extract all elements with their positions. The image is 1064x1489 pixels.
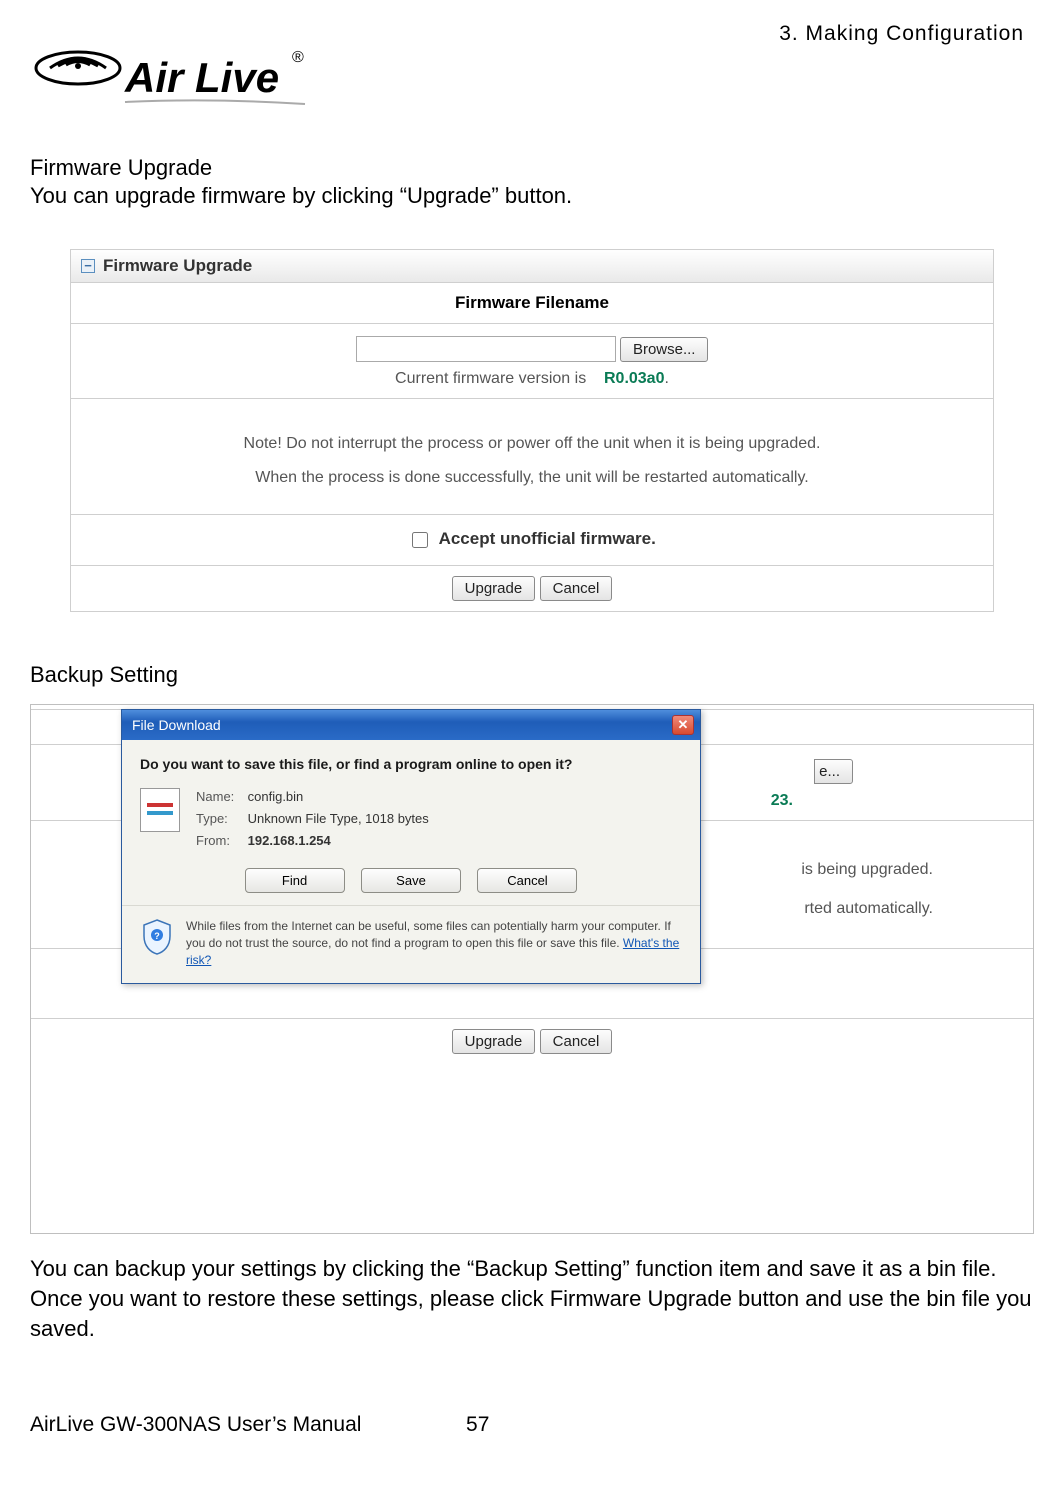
name-value: config.bin — [248, 789, 304, 804]
version-suffix: . — [664, 370, 668, 387]
upgrade-button[interactable]: Upgrade — [452, 576, 536, 601]
footer-page-number: 57 — [466, 1413, 489, 1437]
dialog-file-meta: Name: config.bin Type: Unknown File Type… — [196, 786, 429, 852]
svg-text:?: ? — [154, 931, 160, 941]
version-value: R0.03a0 — [604, 370, 665, 387]
file-download-dialog: File Download ✕ Do you want to save this… — [121, 709, 701, 984]
dialog-warning-text: While files from the Internet can be use… — [186, 918, 682, 968]
svg-text:Air Live: Air Live — [124, 54, 279, 101]
filename-header: Firmware Filename — [71, 283, 993, 324]
warning-body: While files from the Internet can be use… — [186, 919, 671, 950]
browse-button[interactable]: Browse... — [620, 337, 709, 362]
from-value: 192.168.1.254 — [248, 833, 331, 848]
note-line-2: When the process is done successfully, t… — [111, 461, 953, 495]
from-label: From: — [196, 830, 244, 852]
name-label: Name: — [196, 786, 244, 808]
dialog-title: File Download — [132, 717, 221, 733]
save-button[interactable]: Save — [361, 868, 461, 893]
type-label: Type: — [196, 808, 244, 830]
version-prefix: Current firmware version is — [395, 370, 586, 387]
section-title-firmware: Firmware Upgrade — [30, 155, 1034, 181]
collapse-icon[interactable]: − — [81, 259, 95, 273]
section-desc-firmware: You can upgrade firmware by clicking “Up… — [30, 183, 1034, 209]
firmware-notes: Note! Do not interrupt the process or po… — [71, 399, 993, 515]
footer-manual-name: AirLive GW-300NAS User’s Manual — [30, 1413, 361, 1437]
close-icon[interactable]: ✕ — [672, 715, 694, 735]
accept-unofficial-label: Accept unofficial firmware. — [439, 529, 656, 548]
bg-browse-fragment: e... — [814, 759, 853, 784]
shield-icon: ? — [140, 918, 174, 956]
chapter-heading: 3. Making Configuration — [779, 22, 1024, 46]
dialog-titlebar: File Download ✕ — [122, 710, 700, 740]
type-value: Unknown File Type, 1018 bytes — [248, 811, 429, 826]
find-button[interactable]: Find — [245, 868, 345, 893]
bg-cancel-button[interactable]: Cancel — [540, 1029, 613, 1054]
cancel-button[interactable]: Cancel — [540, 576, 613, 601]
panel-titlebar: − Firmware Upgrade — [71, 250, 993, 283]
note-line-1: Note! Do not interrupt the process or po… — [111, 427, 953, 461]
panel-title-text: Firmware Upgrade — [103, 256, 252, 276]
firmware-panel: − Firmware Upgrade Firmware Filename Bro… — [70, 249, 994, 612]
dialog-cancel-button[interactable]: Cancel — [477, 868, 577, 893]
accept-unofficial-checkbox[interactable] — [412, 532, 428, 548]
dialog-question: Do you want to save this file, or find a… — [140, 756, 682, 772]
svg-text:®: ® — [292, 49, 304, 66]
section-title-backup: Backup Setting — [30, 662, 1034, 688]
bg-version-fragment: 23. — [771, 792, 793, 809]
page-footer: AirLive GW-300NAS User’s Manual 57 — [30, 1413, 1034, 1437]
file-icon — [140, 788, 180, 832]
firmware-file-input[interactable] — [356, 336, 616, 362]
backup-screenshot: e... 23. is being upgraded. rted automat… — [30, 704, 1034, 1234]
bg-upgrade-button[interactable]: Upgrade — [452, 1029, 536, 1054]
backup-description: You can backup your settings by clicking… — [30, 1254, 1034, 1343]
firmware-version-line: Current firmware version is R0.03a0. — [71, 370, 993, 388]
